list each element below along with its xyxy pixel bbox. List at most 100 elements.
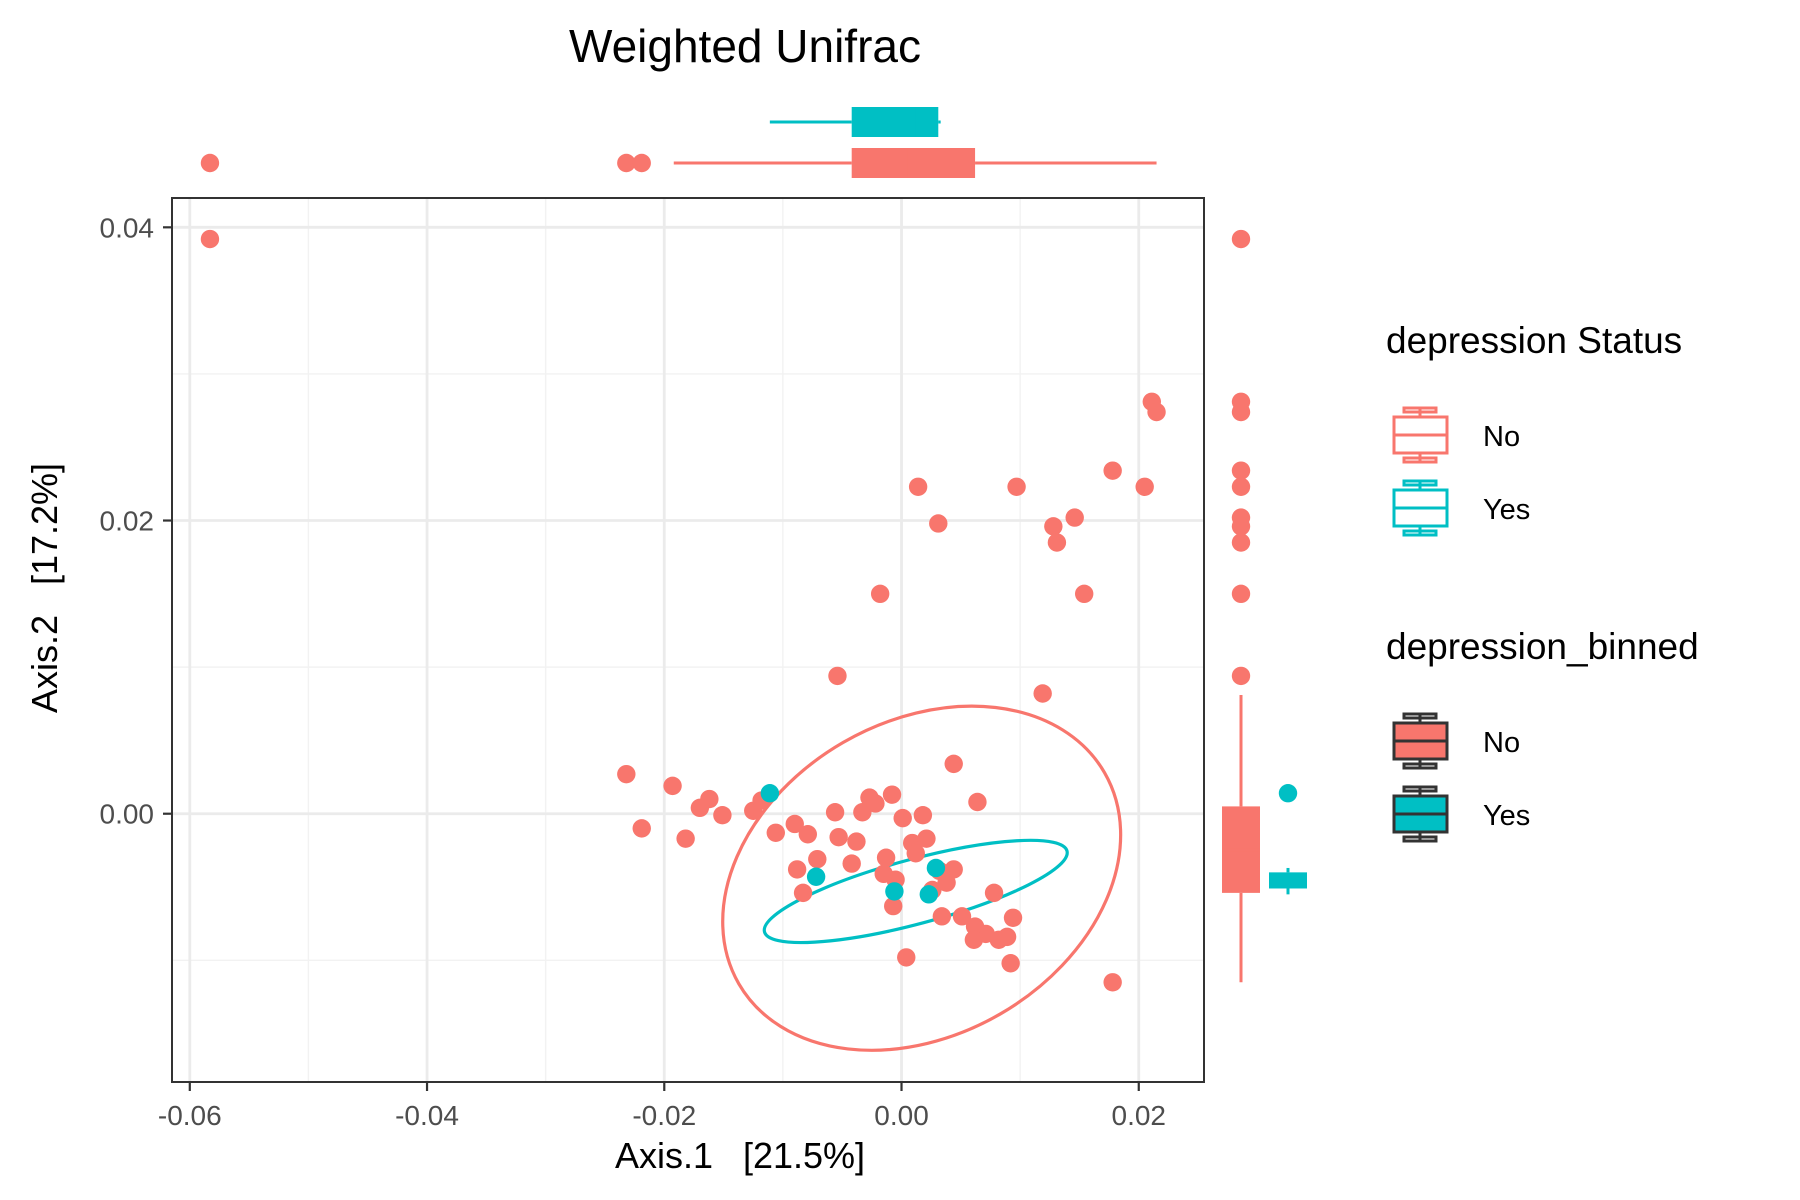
right-outlier-no (1231, 402, 1251, 422)
data-point-yes (885, 882, 904, 901)
data-point-no (1103, 461, 1122, 480)
legend-key-cap (1402, 762, 1438, 770)
data-point-no (893, 808, 912, 828)
right-outlier-no (1231, 533, 1251, 552)
data-point-no (876, 848, 896, 867)
data-point-no (1065, 508, 1084, 527)
data-point-no (968, 792, 987, 812)
confidence-ellipse-no (721, 704, 1123, 1052)
plot-area (171, 197, 1205, 1083)
data-point-no (932, 907, 952, 926)
top-outlier-no (617, 153, 636, 173)
right-margin-boxplots (1222, 229, 1307, 983)
legend-label-yes: Yes (1483, 494, 1530, 526)
y-tick-label: 0.02 (100, 506, 155, 537)
confidence-ellipse-yes (762, 838, 1069, 945)
legend-key-cap (1402, 712, 1438, 720)
data-point-no (632, 819, 651, 838)
data-point-no (882, 785, 902, 804)
legend-key-yes (1392, 785, 1449, 843)
top-outlier-no (200, 153, 220, 173)
data-point-no (1044, 517, 1063, 536)
legend-key-cap (1402, 406, 1438, 414)
data-point-no (997, 927, 1017, 947)
x-tick-label: -0.02 (632, 1100, 696, 1131)
legend-key-yes (1392, 479, 1449, 537)
data-point-no (944, 860, 963, 879)
data-point-no (700, 789, 719, 809)
data-point-no (1074, 584, 1094, 604)
data-point-no (829, 827, 848, 847)
data-point-no (884, 896, 903, 916)
data-point-no (676, 829, 695, 848)
data-point-no (866, 794, 885, 813)
data-point-no (853, 803, 872, 822)
top-margin-boxplots (200, 107, 1157, 178)
y-tick-label: 0.04 (100, 212, 155, 243)
data-point-no (847, 832, 866, 851)
data-point-no (663, 776, 682, 796)
right-outlier-no (1231, 229, 1251, 249)
chart-title: Weighted Unifrac (569, 20, 921, 72)
data-point-no (808, 849, 827, 869)
legends: depression Status No Yes depression_binned N… (1386, 320, 1699, 843)
data-point-no (984, 883, 1004, 903)
top-box-no (851, 148, 976, 178)
legend-key-cap (1402, 479, 1438, 487)
right-box-yes (1269, 872, 1307, 889)
data-point-no (1103, 973, 1122, 992)
top-outlier-no (632, 153, 651, 173)
data-point-no (908, 477, 928, 497)
legend-key-no (1392, 712, 1449, 770)
data-point-no (785, 814, 804, 834)
x-tick-label: -0.04 (395, 1100, 459, 1131)
data-point-no (1007, 477, 1026, 497)
legend-title: depression Status (1386, 320, 1682, 361)
legend-key-cap (1402, 529, 1438, 537)
right-outlier-no (1231, 666, 1251, 686)
data-point-no (913, 805, 933, 825)
data-point-no (200, 229, 220, 249)
right-outlier-no (1231, 584, 1251, 604)
data-point-yes (926, 858, 946, 878)
data-point-no (1047, 533, 1067, 552)
panel-background (172, 198, 1204, 1082)
legend-key-cap (1402, 456, 1438, 464)
data-point-no (787, 860, 807, 879)
data-point-no (964, 930, 984, 949)
data-point-no (828, 666, 847, 686)
y-tick-label: 0.00 (100, 799, 155, 830)
x-tick-label: 0.00 (874, 1100, 929, 1131)
y-axis: 0.00 0.02 0.04 (100, 212, 172, 830)
x-axis-title: Axis.1 [21.5%] (615, 1135, 865, 1176)
legend-key-cap (1402, 785, 1438, 793)
legend-key-no (1392, 406, 1449, 464)
data-point-no (825, 803, 845, 822)
data-point-yes (919, 885, 938, 904)
right-outlier-no (1231, 477, 1251, 497)
data-point-yes (760, 783, 780, 803)
legend-label-yes: Yes (1483, 800, 1530, 832)
data-point-no (874, 864, 893, 884)
data-point-no (1033, 684, 1052, 703)
legend-title: depression_binned (1386, 626, 1699, 667)
x-tick-label: -0.06 (158, 1100, 222, 1131)
data-point-yes (806, 867, 826, 886)
legend-label-no: No (1483, 421, 1520, 453)
data-point-no (793, 883, 813, 903)
data-point-no (906, 844, 925, 863)
data-point-no (713, 805, 732, 825)
legend-key-cap (1402, 835, 1438, 843)
data-point-no (952, 907, 972, 926)
data-point-no (766, 823, 785, 842)
right-outlier-yes (1278, 783, 1298, 803)
right-outlier-no (1231, 461, 1251, 480)
data-point-no (1001, 954, 1020, 973)
data-point-no (1135, 477, 1154, 497)
legend-label-no: No (1483, 727, 1520, 759)
data-point-no (1003, 908, 1023, 928)
data-point-no (917, 829, 936, 848)
data-point-no (929, 514, 948, 533)
data-point-no (617, 764, 636, 784)
